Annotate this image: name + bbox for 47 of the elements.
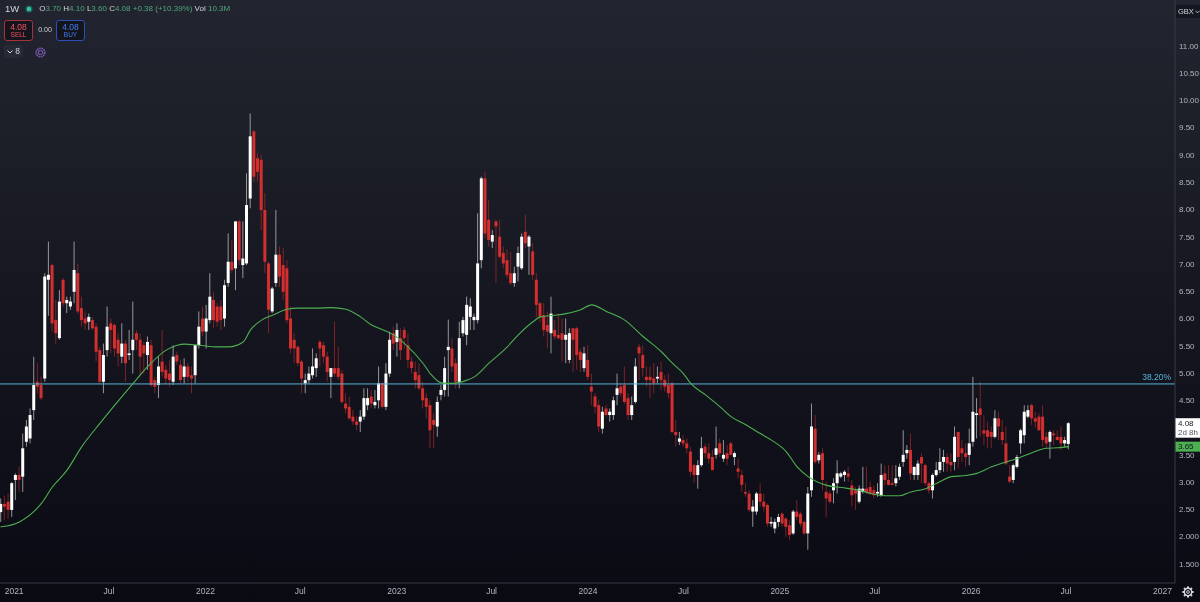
y-tick-label: 3.00 xyxy=(1179,477,1196,487)
y-tick-label: 9.50 xyxy=(1179,123,1196,133)
y-tick-label: 8.00 xyxy=(1179,205,1196,215)
y-tick-label: 10.00 xyxy=(1179,96,1200,106)
y-tick-label: 1.500 xyxy=(1179,559,1200,569)
y-tick-label: 6.00 xyxy=(1179,314,1196,324)
candlestick xyxy=(307,365,311,384)
x-tick-label: 2023 xyxy=(387,586,407,597)
candlestick xyxy=(351,409,355,426)
x-tick-label: 2021 xyxy=(4,586,24,597)
y-tick-label: 8.50 xyxy=(1179,177,1196,187)
y-tick-label: 5.00 xyxy=(1179,368,1196,378)
x-tick-label: 2024 xyxy=(578,586,598,597)
y-tick-label: 3.50 xyxy=(1179,450,1196,460)
x-tick-label: Jul xyxy=(677,586,689,597)
candlestick xyxy=(703,442,707,460)
y-tick-label: 9.00 xyxy=(1179,150,1196,160)
y-tick-label: 7.00 xyxy=(1179,259,1196,269)
candlestick xyxy=(439,384,443,401)
candlestick xyxy=(769,516,773,528)
y-tick-label: 10.50 xyxy=(1179,68,1200,78)
x-tick-label: Jul xyxy=(486,586,498,597)
y-tick-label: 11.00 xyxy=(1179,41,1199,51)
x-tick-label: 2027 xyxy=(1152,586,1173,597)
x-tick-label: 2025 xyxy=(770,586,790,597)
annotation: 8 xyxy=(15,46,20,57)
y-tick-label: 2.000 xyxy=(1179,532,1200,542)
candlestick xyxy=(905,444,909,460)
y-tick-label: 7.50 xyxy=(1179,232,1196,242)
candlestick xyxy=(681,434,685,448)
x-tick-label: 2022 xyxy=(195,586,216,597)
y-tick-label: 6.50 xyxy=(1179,287,1196,297)
x-tick-label: Jul xyxy=(1060,586,1072,597)
y-tick-label: 5.50 xyxy=(1179,341,1196,351)
y-tick-label: 2.50 xyxy=(1179,505,1196,515)
text: 3.65 xyxy=(1178,442,1195,452)
x-tick-label: Jul xyxy=(294,586,306,597)
y-tick-label: 4.50 xyxy=(1179,396,1196,406)
line-series xyxy=(0,304,1070,528)
dropdown-button: 8 xyxy=(4,45,23,58)
candlestick xyxy=(604,404,608,418)
x-tick-label: Jul xyxy=(103,586,115,597)
annotation: 38.20% xyxy=(1142,371,1172,382)
x-tick-label: Jul xyxy=(869,586,881,597)
text: O3.70 H4.10 L3.60 C4.08 +0.38 (+10.39%) Vol 10.3M xyxy=(39,3,231,13)
chart-title: 1W xyxy=(5,3,20,14)
x-tick-label: 2026 xyxy=(961,586,981,597)
